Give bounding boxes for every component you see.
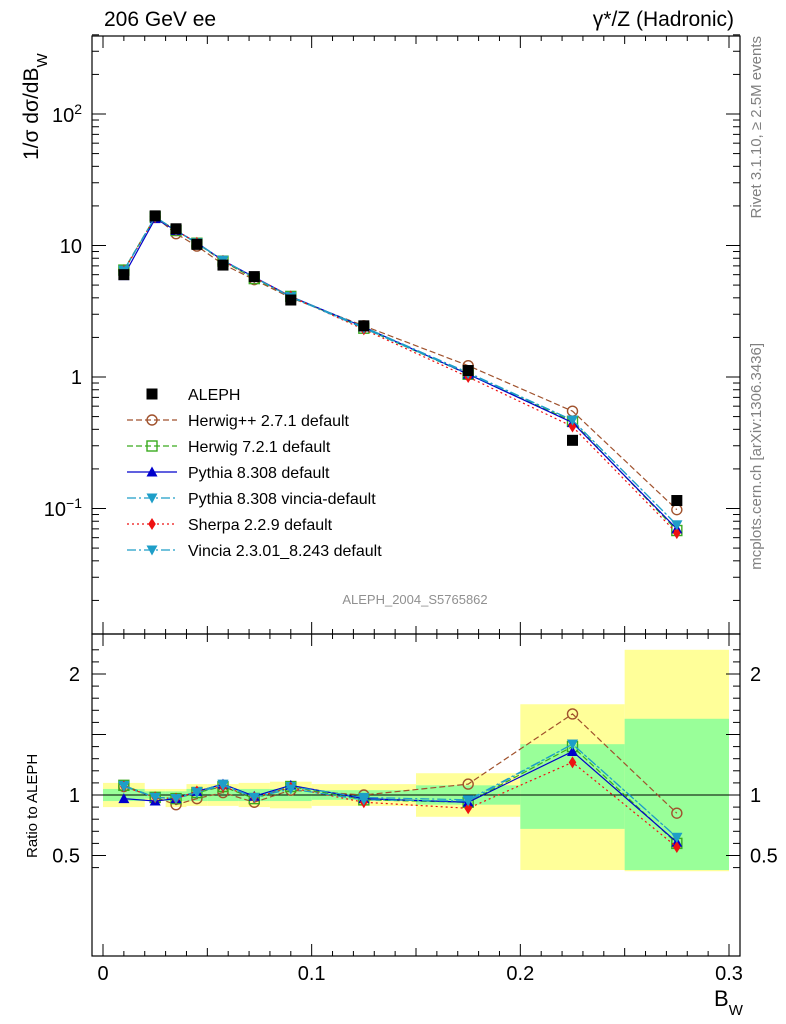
data-point: [191, 238, 203, 250]
y-tick-label: 10: [60, 236, 82, 258]
y-tick-label-part: 10: [44, 499, 66, 521]
legend: ALEPH Herwig++ 2.7.1 default Herwig 7.2.1 …: [127, 387, 382, 560]
legend-marker: [146, 545, 158, 556]
ratio-y-tick-label: 0.5: [750, 846, 778, 868]
data-point: [358, 320, 370, 332]
data-point: [671, 495, 683, 507]
x-axis-label-part: W: [729, 1002, 744, 1019]
y-tick-label-part: 10: [52, 105, 74, 127]
y-tick-label-part: 2: [74, 101, 82, 117]
legend-label: Sherpa 2.2.9 default: [188, 517, 333, 534]
ratio-point: [285, 784, 297, 795]
x-tick-label: 0.2: [506, 963, 534, 985]
legend-marker: [146, 493, 158, 504]
ratio-point: [462, 778, 474, 790]
ratio-y-axis-label: Ratio to ALEPH: [24, 754, 41, 858]
y-tick-label: 10−1: [44, 495, 82, 521]
series-point: [673, 527, 681, 540]
series-point: [568, 420, 577, 433]
series-point: [671, 503, 683, 516]
ratio-point: [673, 841, 681, 854]
x-tick-label: 0.1: [298, 963, 326, 985]
ratio-y-tick-label: 1: [69, 785, 80, 807]
y-tick-label: 102: [52, 101, 82, 127]
y-axis-label-part: 1/σ dσ/dB: [20, 68, 43, 160]
ratio-point: [671, 807, 683, 819]
header-right: γ*/Z (Hadronic): [593, 8, 734, 31]
legend-label: Vincia 2.3.01_8.243 default: [188, 543, 382, 560]
legend-marker: [146, 388, 158, 400]
ratio-point: [462, 796, 474, 807]
y-axis-label-part: W: [34, 53, 51, 68]
data-point: [248, 271, 260, 283]
legend-marker: [146, 440, 158, 452]
legend-label: Pythia 8.308 default: [188, 465, 330, 482]
series-line: [123, 216, 678, 534]
series-point: [567, 415, 578, 426]
ratio-point: [248, 792, 260, 803]
ratio-point: [118, 793, 130, 804]
legend-label: ALEPH: [188, 387, 240, 404]
y-axis-label: 1/σ dσ/dBW: [20, 53, 51, 160]
data-point: [118, 269, 130, 281]
series-point: [671, 520, 683, 531]
ratio-point: [118, 782, 130, 793]
ratio-point: [217, 780, 229, 791]
x-tick-label: 0.3: [715, 963, 743, 985]
mcplots-label: mcplots.cern.ch [arXiv:1306.3436]: [748, 343, 765, 570]
ratio-point: [568, 756, 577, 769]
data-point: [170, 223, 182, 235]
ratio-point: [566, 708, 579, 720]
rivet-label: Rivet 3.1.10, ≥ 2.5M events: [748, 36, 765, 219]
ratio-point: [170, 794, 182, 805]
data-point: [217, 259, 229, 271]
data-point: [285, 294, 297, 306]
x-axis-label: BW: [714, 986, 744, 1019]
ratio-point: [671, 832, 683, 843]
ratio-y-tick-label: 2: [750, 664, 761, 686]
series-line: [123, 216, 678, 531]
ratio-y-tick-label: 1: [750, 785, 761, 807]
ratio-point: [149, 792, 161, 803]
legend-label: Herwig 7.2.1 default: [188, 439, 331, 456]
y-tick-label-part: −1: [66, 495, 82, 511]
ratio-panel: 0 0.1 0.2 0.3BW 0.5 0.5 1 1 2 2 Ratio to ALEPH: [24, 633, 778, 1019]
legend-marker: [146, 466, 158, 477]
series-line: [123, 217, 678, 530]
x-tick-label: 0: [97, 963, 108, 985]
ratio-point: [464, 802, 472, 815]
ratio-point: [567, 739, 578, 750]
ratio-y-tick-label: 0.5: [52, 846, 80, 868]
ratio-y-tick-label: 2: [69, 664, 80, 686]
data-point: [462, 365, 474, 377]
data-point: [567, 434, 578, 446]
ratio-point: [567, 745, 578, 756]
legend-label: Pythia 8.308 vincia-default: [188, 491, 376, 508]
analysis-tag: ALEPH_2004_S5765862: [342, 592, 487, 607]
legend-marker: [148, 518, 156, 530]
ratio-point: [358, 795, 370, 806]
legend-label: Herwig++ 2.7.1 default: [188, 413, 350, 430]
y-tick-label: 1: [71, 367, 82, 389]
header-left: 206 GeV ee: [104, 8, 216, 31]
ratio-point: [191, 788, 203, 799]
legend-marker: [146, 414, 158, 426]
data-point: [149, 210, 161, 222]
x-axis-label-part: B: [714, 986, 729, 1011]
